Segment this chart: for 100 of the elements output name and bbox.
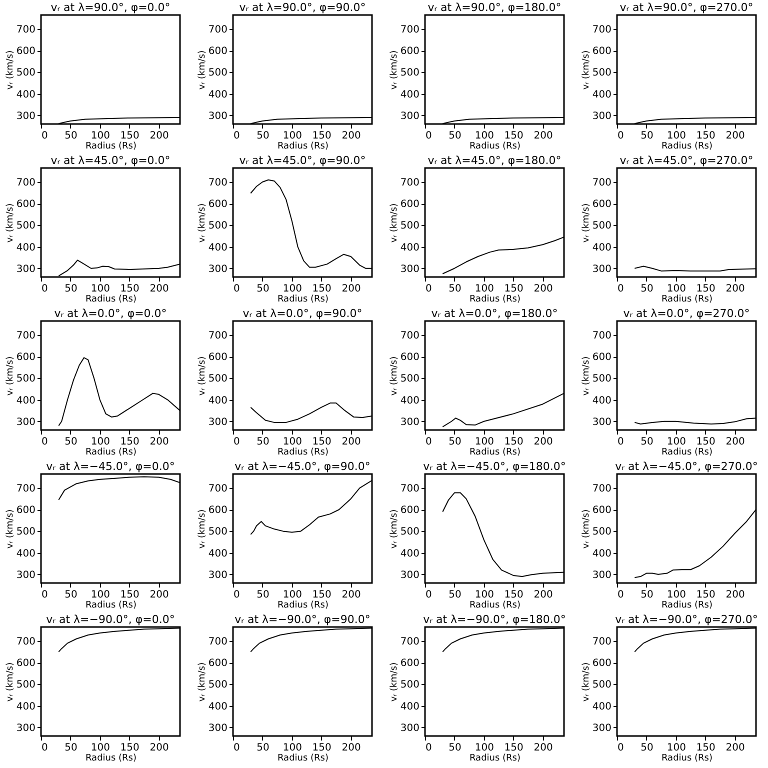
x-tick-label: 50 [64, 436, 78, 448]
x-tick-label: 50 [256, 130, 270, 142]
y-tick-label: 300 [400, 110, 420, 122]
y-tick-label: 600 [400, 352, 420, 364]
x-tick-label: 100 [90, 284, 110, 294]
y-tick-label: 400 [208, 395, 228, 406]
x-tick-label: 100 [282, 284, 302, 294]
y-tick-label: 400 [208, 548, 228, 560]
y-tick-label: 600 [400, 658, 420, 670]
x-tick-label: 50 [64, 130, 78, 142]
y-tick-label: 700 [16, 484, 36, 495]
x-axis-title: Radius (Rs) [85, 448, 137, 458]
y-tick-label: 400 [16, 701, 36, 712]
y-axis-title: vᵣ (km/s) [197, 356, 208, 396]
x-tick-label: 50 [448, 590, 462, 600]
x-tick-label: 150 [312, 130, 332, 142]
x-tick-label: 100 [666, 284, 686, 294]
x-tick-label: 50 [256, 590, 270, 600]
chart-title: vᵣ at λ=−90.0°, φ=0.0° [46, 613, 175, 626]
y-tick-label: 500 [400, 680, 420, 691]
y-tick-label: 500 [208, 220, 228, 232]
x-axis-title: Radius (Rs) [277, 142, 329, 152]
x-tick-label: 200 [726, 284, 745, 294]
y-tick-label: 300 [16, 722, 36, 734]
y-axis-title: vᵣ (km/s) [197, 509, 208, 549]
y-tick-label: 300 [208, 570, 228, 581]
chart-title: vᵣ at λ=90.0°, φ=180.0° [428, 1, 562, 14]
y-tick-label: 700 [400, 178, 420, 189]
chart-title: vᵣ at λ=−45.0°, φ=90.0° [234, 460, 370, 473]
chart-title: vᵣ at λ=0.0°, φ=180.0° [431, 307, 558, 320]
x-tick-label: 50 [640, 742, 654, 754]
y-tick-label: 500 [16, 68, 36, 79]
y-tick-label: 500 [16, 526, 36, 538]
x-tick-label: 200 [726, 742, 745, 754]
x-axis-title: Radius (Rs) [85, 600, 137, 610]
y-tick-label: 300 [400, 416, 420, 428]
x-axis-title: Radius (Rs) [469, 448, 521, 458]
x-axis-title: Radius (Rs) [469, 294, 521, 304]
chart-title: vᵣ at λ=45.0°, φ=270.0° [620, 154, 754, 167]
y-tick-label: 700 [16, 24, 36, 36]
y-tick-label: 300 [16, 110, 36, 122]
y-tick-label: 300 [16, 416, 36, 428]
x-tick-label: 100 [90, 436, 110, 448]
y-axis-title: vᵣ (km/s) [5, 50, 16, 90]
y-tick-label: 400 [16, 548, 36, 560]
x-tick-label: 50 [640, 130, 654, 142]
chart-title: vᵣ at λ=0.0°, φ=270.0° [623, 307, 750, 320]
x-axis-title: Radius (Rs) [277, 754, 329, 764]
x-tick-label: 150 [504, 130, 524, 142]
x-tick-label: 100 [90, 130, 110, 142]
x-axis-title: Radius (Rs) [661, 448, 713, 458]
y-tick-label: 500 [592, 680, 612, 691]
x-tick-label: 0 [234, 284, 240, 294]
x-tick-label: 150 [696, 130, 716, 142]
x-tick-label: 0 [426, 436, 432, 448]
y-tick-label: 700 [592, 24, 612, 36]
y-tick-label: 700 [400, 330, 420, 342]
chart-title: vᵣ at λ=0.0°, φ=90.0° [242, 307, 362, 320]
x-axis-title: Radius (Rs) [277, 448, 329, 458]
y-tick-label: 400 [400, 242, 420, 254]
x-tick-label: 200 [342, 284, 361, 294]
x-tick-label: 0 [618, 284, 624, 294]
y-tick-label: 700 [400, 636, 420, 648]
x-tick-label: 0 [234, 742, 240, 754]
x-tick-label: 100 [90, 742, 110, 754]
x-tick-label: 0 [234, 590, 240, 600]
x-tick-label: 150 [120, 284, 140, 294]
y-tick-label: 500 [208, 526, 228, 538]
x-axis-title: Radius (Rs) [661, 294, 713, 304]
y-tick-label: 700 [208, 330, 228, 342]
y-tick-label: 400 [208, 701, 228, 712]
y-tick-label: 300 [592, 570, 612, 581]
y-tick-label: 500 [400, 526, 420, 538]
y-tick-label: 600 [592, 505, 612, 516]
y-tick-label: 400 [208, 242, 228, 254]
y-tick-label: 400 [592, 701, 612, 712]
y-tick-label: 400 [592, 89, 612, 100]
x-tick-label: 200 [726, 436, 745, 448]
chart-title: vᵣ at λ=−45.0°, φ=0.0° [46, 460, 175, 473]
y-tick-label: 500 [208, 680, 228, 691]
y-tick-label: 300 [592, 722, 612, 734]
y-tick-label: 500 [208, 374, 228, 385]
chart-title: vᵣ at λ=−90.0°, φ=90.0° [234, 613, 370, 626]
y-tick-label: 400 [400, 701, 420, 712]
x-tick-label: 200 [150, 590, 169, 600]
y-tick-label: 700 [592, 178, 612, 189]
x-tick-label: 0 [618, 130, 624, 142]
y-tick-label: 400 [400, 548, 420, 560]
x-axis-title: Radius (Rs) [85, 294, 137, 304]
y-tick-label: 400 [400, 395, 420, 406]
y-axis-title: vᵣ (km/s) [581, 509, 592, 549]
x-tick-label: 150 [696, 284, 716, 294]
y-tick-label: 600 [16, 352, 36, 364]
y-axis-title: vᵣ (km/s) [5, 356, 16, 396]
x-tick-label: 200 [150, 742, 169, 754]
x-tick-label: 0 [234, 436, 240, 448]
x-tick-label: 50 [256, 436, 270, 448]
x-tick-label: 200 [150, 130, 169, 142]
x-tick-label: 0 [42, 742, 48, 754]
y-tick-label: 700 [16, 636, 36, 648]
